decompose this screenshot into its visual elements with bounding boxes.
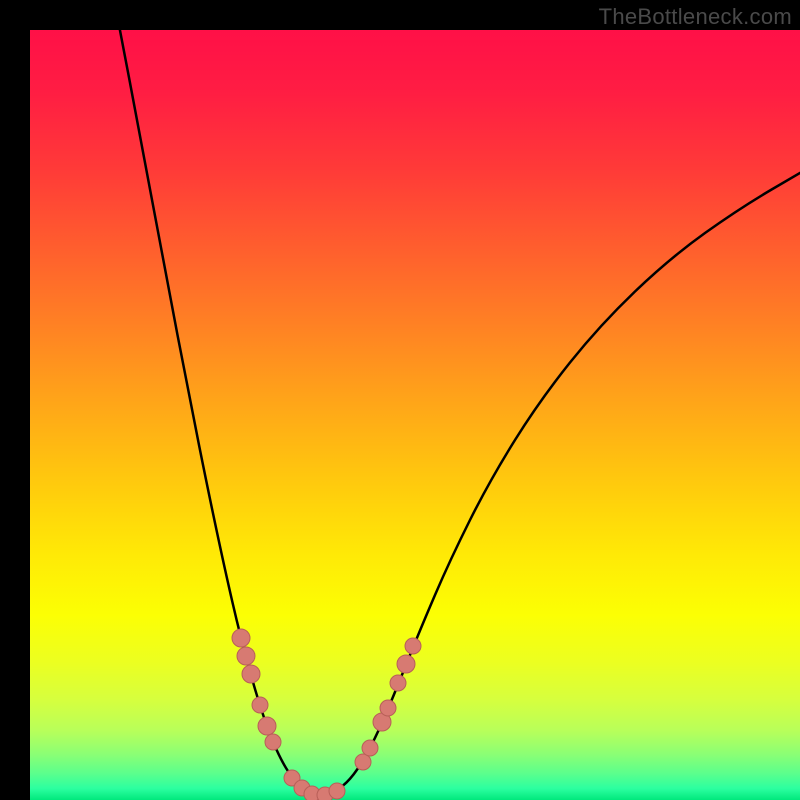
curve-marker xyxy=(258,717,276,735)
curve-markers xyxy=(232,629,421,800)
curve-marker xyxy=(265,734,281,750)
bottleneck-curve xyxy=(30,30,800,800)
curve-marker xyxy=(362,740,378,756)
plot-area xyxy=(30,30,800,800)
curve-marker xyxy=(242,665,260,683)
curve-marker xyxy=(232,629,250,647)
curve-marker xyxy=(355,754,371,770)
curve-marker xyxy=(380,700,396,716)
watermark-text: TheBottleneck.com xyxy=(599,4,792,30)
curve-marker xyxy=(397,655,415,673)
curve-left-branch xyxy=(118,30,320,796)
curve-marker xyxy=(405,638,421,654)
curve-marker xyxy=(252,697,268,713)
curve-marker xyxy=(237,647,255,665)
curve-marker xyxy=(329,783,345,799)
curve-marker xyxy=(390,675,406,691)
